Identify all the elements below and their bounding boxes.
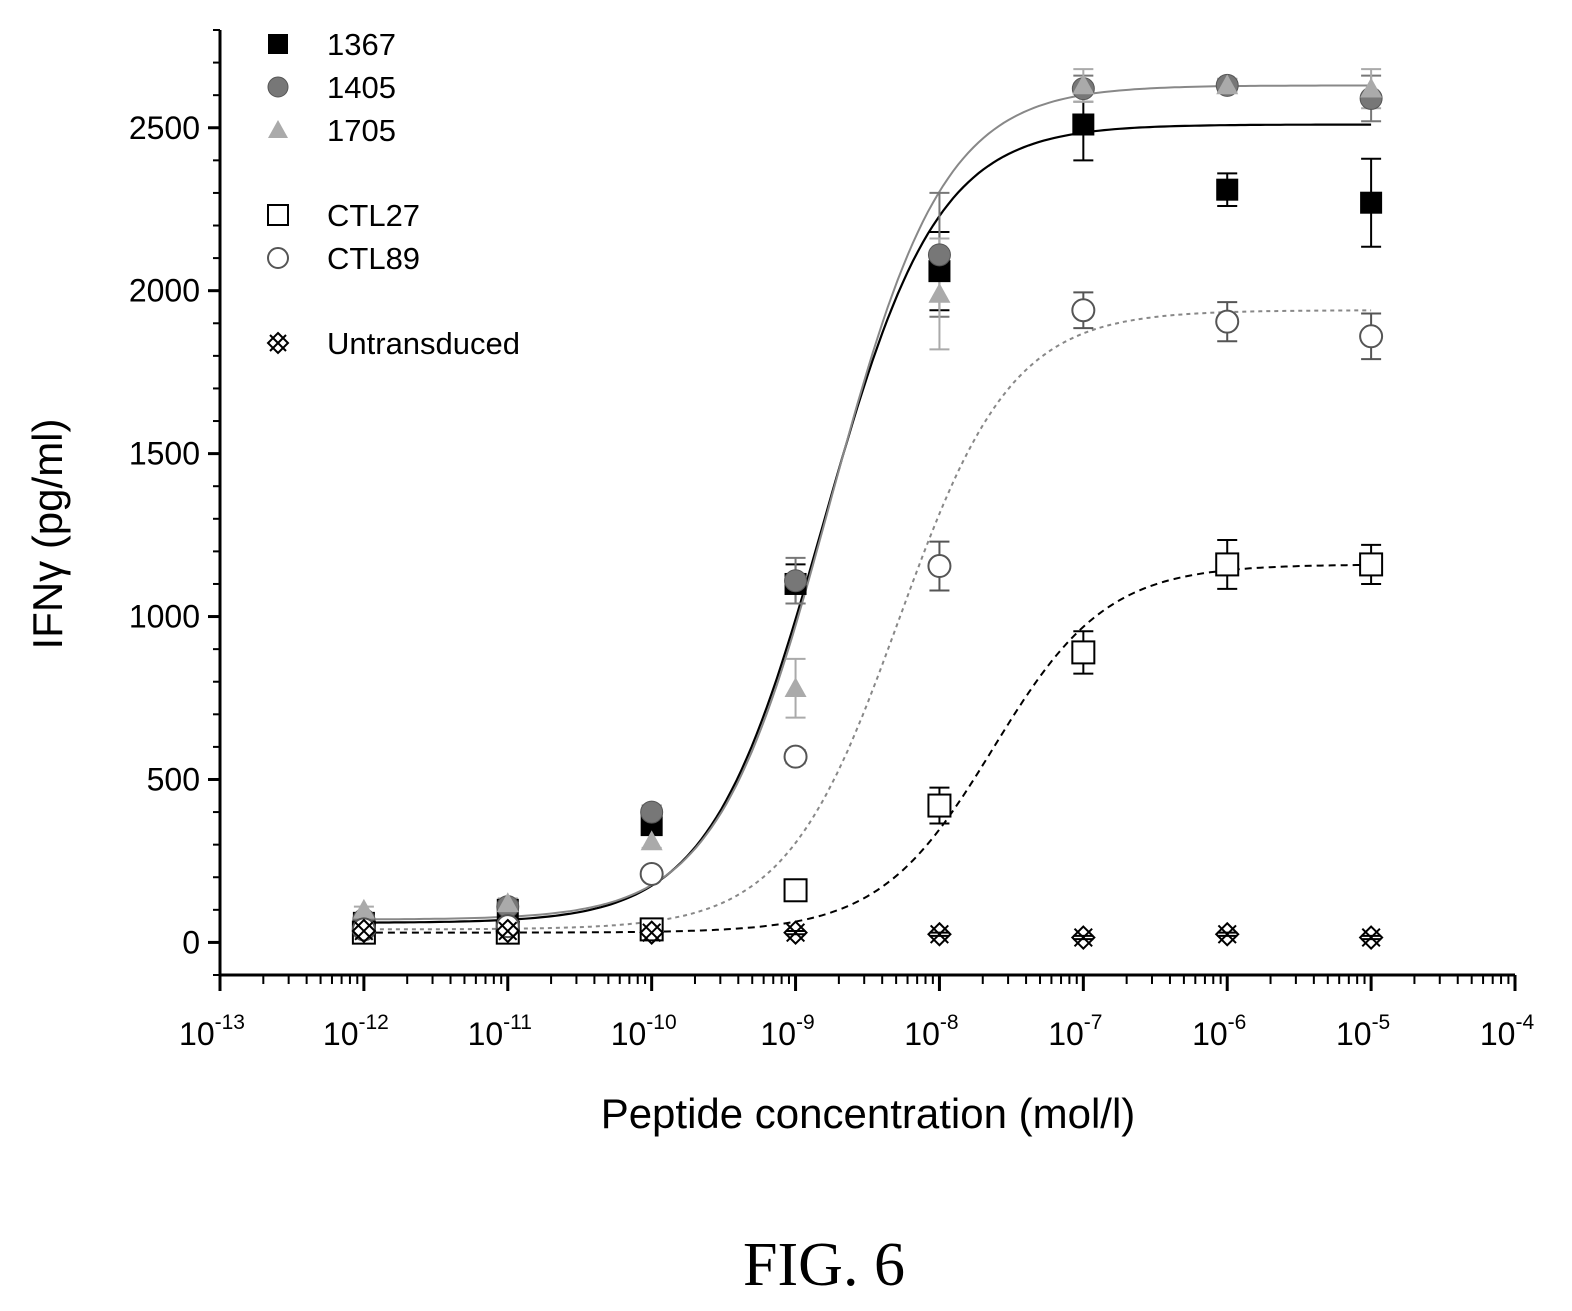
y-tick-label: 2000	[129, 273, 200, 309]
point-1367	[1072, 113, 1095, 136]
legend: 1367 1405 1705 CTL27 CTL89 Untransduced	[266, 27, 520, 361]
point-1405	[927, 243, 951, 267]
x-tick-base: 10	[468, 1016, 504, 1052]
legend-label: 1367	[327, 27, 396, 62]
x-tick-base: 10	[179, 1016, 215, 1052]
x-tick-base: 10	[904, 1016, 940, 1052]
point-1705	[640, 830, 663, 851]
point-Untransduced	[1358, 925, 1384, 950]
x-tick-base: 10	[1336, 1016, 1372, 1052]
x-tick-exponent: -9	[796, 1011, 815, 1034]
x-tick-label: 10-11	[468, 1011, 532, 1052]
x-tick-base: 10	[1192, 1016, 1228, 1052]
point-1367	[928, 260, 951, 283]
point-CTL89	[351, 917, 376, 942]
point-Untransduced	[495, 918, 521, 944]
x-tick-base: 10	[760, 1016, 796, 1052]
x-tick-label: 10-9	[760, 1011, 814, 1052]
legend-marker-1367	[268, 34, 288, 54]
x-tick-label: 10-6	[1192, 1011, 1246, 1052]
x-tick-exponent: -6	[1228, 1011, 1247, 1034]
point-CTL89	[639, 861, 664, 886]
x-tick-exponent: -7	[1084, 1011, 1103, 1034]
point-1405	[784, 569, 808, 593]
fit-curve-1405	[363, 84, 1372, 921]
x-tick-base: 10	[323, 1016, 359, 1052]
y-tick-label: 1500	[129, 436, 200, 472]
legend-label: Untransduced	[327, 326, 520, 361]
point-CTL27	[927, 793, 952, 818]
point-1705	[1072, 74, 1095, 95]
x-tick-exponent: -4	[1515, 1011, 1534, 1034]
fit-curve-CTL27	[363, 563, 1372, 934]
legend-label: CTL27	[327, 198, 420, 233]
x-tick-label: 10-12	[323, 1011, 389, 1052]
y-tick-label: 0	[182, 924, 200, 960]
x-tick-label: 10-5	[1336, 1011, 1390, 1052]
legend-label: 1705	[327, 113, 396, 148]
legend-marker-1705	[268, 120, 288, 138]
x-tick-exponent: -13	[215, 1011, 245, 1034]
point-Untransduced	[1070, 925, 1096, 950]
point-1705	[496, 892, 519, 913]
fit-curve-CTL89	[363, 309, 1372, 931]
point-1367	[1216, 178, 1239, 201]
x-tick-base: 10	[611, 1016, 647, 1052]
point-1705	[1360, 77, 1383, 98]
legend-marker-1405	[267, 76, 289, 98]
point-1705	[784, 677, 807, 698]
x-tick-label: 10-4	[1480, 1011, 1535, 1052]
x-tick-label: 10-8	[904, 1011, 958, 1052]
point-CTL89	[1359, 324, 1384, 349]
point-1705	[1216, 74, 1239, 95]
x-tick-base: 10	[1048, 1016, 1084, 1052]
point-CTL27	[639, 917, 664, 942]
x-tick-label: 10-13	[179, 1011, 245, 1052]
legend-marker-CTL27	[267, 204, 289, 226]
x-tick-exponent: -5	[1372, 1011, 1391, 1034]
legend-marker-CTL89	[267, 247, 289, 269]
point-CTL27	[1071, 640, 1096, 665]
point-Untransduced	[927, 921, 952, 947]
x-tick-label: 10-7	[1048, 1011, 1102, 1052]
point-CTL89	[1071, 298, 1096, 323]
legend-label: 1405	[327, 70, 396, 105]
x-tick-base: 10	[1480, 1016, 1516, 1052]
data-markers	[351, 73, 1384, 950]
point-Untransduced	[783, 920, 808, 946]
point-CTL27	[783, 878, 808, 903]
y-tick-label: 1000	[129, 599, 200, 635]
x-axis-title: Peptide concentration (mol/l)	[601, 1090, 1136, 1137]
point-Untransduced	[1214, 921, 1240, 947]
y-tick-label: 500	[147, 761, 200, 797]
point-Untransduced	[351, 918, 377, 944]
point-CTL89	[783, 744, 808, 769]
point-CTL27	[1359, 552, 1384, 577]
x-tick-exponent: -11	[503, 1011, 532, 1034]
point-1405	[640, 800, 664, 824]
point-1367	[1360, 191, 1383, 214]
fit-curves	[363, 84, 1372, 934]
legend-label: CTL89	[327, 241, 420, 276]
point-1705	[928, 282, 951, 303]
x-tick-exponent: -12	[359, 1011, 389, 1034]
point-Untransduced	[639, 920, 665, 946]
point-CTL27	[1215, 552, 1240, 577]
fit-curve-1367	[363, 123, 1372, 924]
y-tick-label: 2500	[129, 110, 200, 146]
x-tick-exponent: -8	[940, 1011, 959, 1034]
y-axis-title: IFNγ (pg/ml)	[24, 419, 71, 650]
point-CTL89	[1215, 309, 1240, 334]
point-1705	[352, 898, 375, 919]
x-tick-exponent: -10	[646, 1011, 676, 1034]
point-CTL89	[927, 554, 952, 579]
x-tick-label: 10-10	[611, 1011, 677, 1052]
point-CTL89	[495, 914, 520, 939]
legend-marker-Untransduced	[266, 331, 290, 355]
figure-caption: FIG. 6	[743, 1231, 905, 1299]
